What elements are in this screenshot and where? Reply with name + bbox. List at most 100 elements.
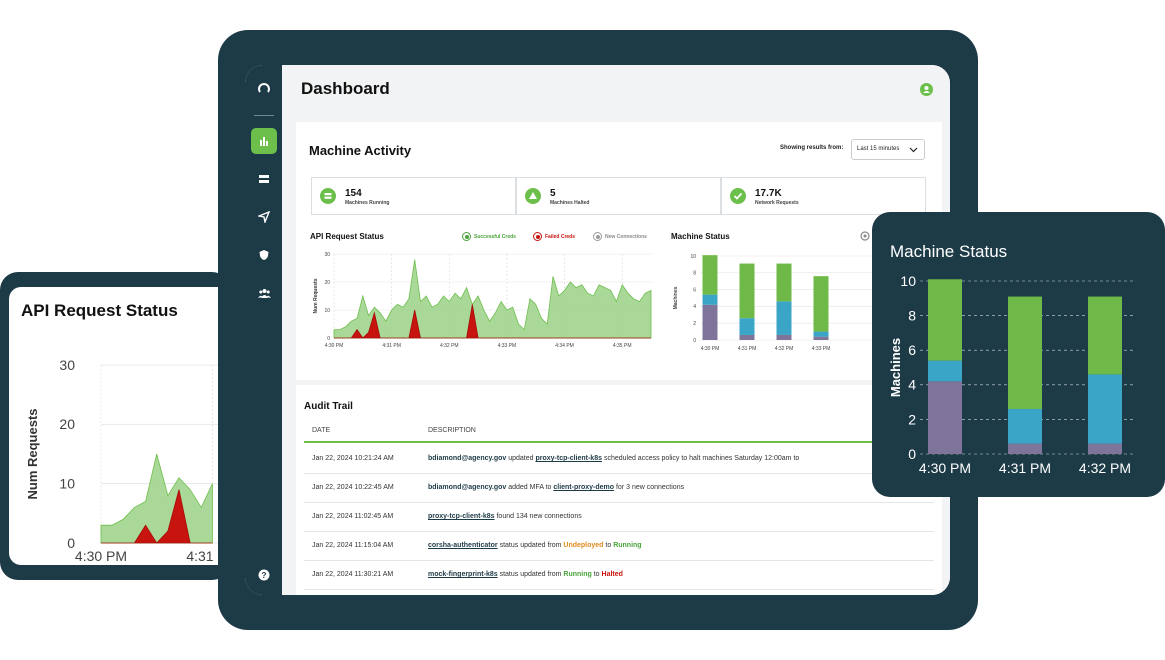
resource-link[interactable]: proxy-tcp-client-k8s: [428, 513, 495, 520]
resource-link[interactable]: client-proxy-demo: [553, 484, 615, 491]
y-tick-label: 6: [693, 287, 696, 293]
audit-row: Jan 22, 2024 11:02:45 AM proxy-tcp-client…: [304, 503, 934, 532]
audit-row: Jan 22, 2024 11:30:21 AM mock-fingerprint…: [304, 561, 934, 590]
machine-status-card-title: Machine Status: [890, 242, 1008, 261]
help-icon[interactable]: ?: [251, 562, 277, 588]
resource-link[interactable]: mock-fingerprint-k8s: [428, 571, 498, 578]
stacked-bar-segment: [1088, 374, 1122, 444]
y-tick-label: 0: [693, 338, 696, 344]
status-running: Running: [613, 542, 642, 549]
stacked-bar-segment: [813, 331, 829, 337]
api-card-title: API Request Status: [21, 301, 178, 320]
stat-label: Network Requests: [755, 200, 799, 206]
description-text: status updated from: [497, 571, 564, 578]
stacked-bar-segment: [928, 360, 962, 382]
user-link[interactable]: bdiamond@agency.gov: [428, 455, 507, 462]
warning-icon: [525, 188, 541, 204]
time-range-value: Last 15 minutes: [857, 146, 900, 152]
chevron-down-icon: [909, 147, 918, 153]
main-content: Dashboard Machine Activity Showing resul…: [282, 65, 950, 595]
stacked-bar-segment: [1008, 296, 1042, 410]
audit-description: proxy-tcp-client-k8s found 134 new conne…: [428, 513, 582, 520]
column-header-date: DATE: [312, 427, 331, 434]
legend-label: Failed Creds: [545, 233, 576, 240]
y-tick-label: 8: [693, 271, 696, 277]
audit-description: bdiamond@agency.gov updated proxy-tcp-cl…: [428, 455, 799, 462]
y-tick-label: 0: [327, 336, 330, 342]
y-tick-label: 2: [908, 411, 916, 427]
machine-status-chart: 0 2 4 6 8 10 4:30 PM 4:31 PM 4:32 PM 4:33 PM Machi…: [673, 254, 942, 352]
x-tick-label: 4:35 PM: [613, 343, 632, 349]
status-chart-title: Machine Status: [671, 232, 730, 241]
column-header-description: DESCRIPTION: [428, 427, 476, 434]
legend-dot: [593, 232, 602, 241]
stacked-bar-segment: [928, 381, 962, 454]
logo-icon[interactable]: [251, 77, 277, 103]
stacked-bar-segment: [776, 334, 792, 340]
users-icon[interactable]: [251, 280, 277, 306]
y-tick-label: 10: [59, 476, 75, 492]
sidebar: ?: [245, 65, 282, 595]
user-avatar-icon[interactable]: [920, 83, 933, 96]
y-axis-label: Machines: [673, 286, 679, 309]
legend-failed-creds[interactable]: Failed Creds: [533, 232, 575, 241]
x-tick-label: 4:31 PM: [382, 343, 401, 349]
legend-new-connections[interactable]: New Connections: [593, 232, 647, 241]
shield-icon[interactable]: [251, 242, 277, 268]
legend-label: Successful Creds: [474, 233, 516, 240]
stacked-bar-segment: [702, 304, 718, 340]
bar-chart-icon[interactable]: [251, 128, 277, 154]
app-screen: ? Dashboard Machine Activity Showing res…: [245, 65, 950, 595]
x-tick-label: 4:32 PM: [440, 343, 459, 349]
y-tick-label: 10: [900, 273, 916, 289]
y-tick-label: 10: [690, 254, 696, 260]
time-range-select[interactable]: Last 15 minutes: [851, 139, 925, 160]
audit-row: Jan 22, 2024 10:21:24 AM bdiamond@agency.…: [304, 445, 934, 474]
audit-date: Jan 22, 2024 10:22:45 AM: [312, 484, 394, 491]
y-axis-label: Num Requests: [25, 408, 40, 499]
description-text: scheduled access policy to halt machines…: [602, 455, 800, 462]
server-icon[interactable]: [251, 166, 277, 192]
x-tick-label: 4:33 PM: [498, 343, 517, 349]
stacked-bar-segment: [928, 279, 962, 361]
x-tick-label: 4:32 PM: [775, 346, 794, 352]
machine-status-chart-large: 0 2 4 6 8 10 4:30 PM 4:31 PM 4:32 PM Machines: [888, 273, 1134, 476]
x-tick-label: 4:30 PM: [325, 343, 344, 349]
description-text: added MFA to: [506, 484, 554, 491]
stat-value: 154: [345, 188, 362, 199]
description-text: updated: [506, 455, 536, 462]
audit-trail-title: Audit Trail: [304, 401, 353, 412]
resource-link[interactable]: proxy-tcp-client-k8s: [535, 455, 602, 462]
stat-machines-running: 154 Machines Running: [311, 177, 516, 215]
stat-network-requests: 17.7K Network Requests: [721, 177, 926, 215]
failed-creds-area: [101, 489, 213, 544]
x-tick-label: 4:33 PM: [812, 346, 831, 352]
stat-value: 17.7K: [755, 188, 782, 199]
x-tick-label: 4:30 PM: [75, 548, 127, 564]
description-text: for 3 new connections: [614, 484, 685, 491]
settings-icon[interactable]: [860, 231, 870, 241]
server-icon: [320, 188, 336, 204]
audit-row: Jan 22, 2024 10:22:45 AM bdiamond@agency.…: [304, 474, 934, 503]
legend-successful-creds[interactable]: Successful Creds: [462, 232, 516, 241]
description-text: to: [591, 571, 602, 578]
y-tick-label: 0: [908, 446, 916, 462]
successful-creds-area: [100, 453, 213, 544]
resource-link[interactable]: corsha-authenticator: [428, 542, 498, 549]
user-link[interactable]: bdiamond@agency.gov: [428, 484, 507, 491]
description-text: found 134 new connections: [494, 513, 582, 520]
stacked-bar-segment: [739, 263, 755, 319]
x-tick-label: 4:31 PM: [186, 548, 218, 564]
status-running: Running: [563, 571, 592, 578]
description-text: to: [603, 542, 614, 549]
x-tick-label: 4:31 PM: [738, 346, 757, 352]
svg-text:?: ?: [262, 571, 267, 580]
legend-dot: [533, 232, 542, 241]
stacked-bar-segment: [776, 301, 792, 335]
audit-trail-card: Audit Trail DATE DESCRIPTION Jan 22, 202…: [296, 385, 942, 595]
stacked-bar-segment: [702, 294, 718, 305]
send-icon[interactable]: [251, 204, 277, 230]
stat-label: Machines Running: [345, 200, 390, 206]
y-tick-label: 0: [67, 535, 75, 551]
stacked-bar-segment: [776, 263, 792, 302]
